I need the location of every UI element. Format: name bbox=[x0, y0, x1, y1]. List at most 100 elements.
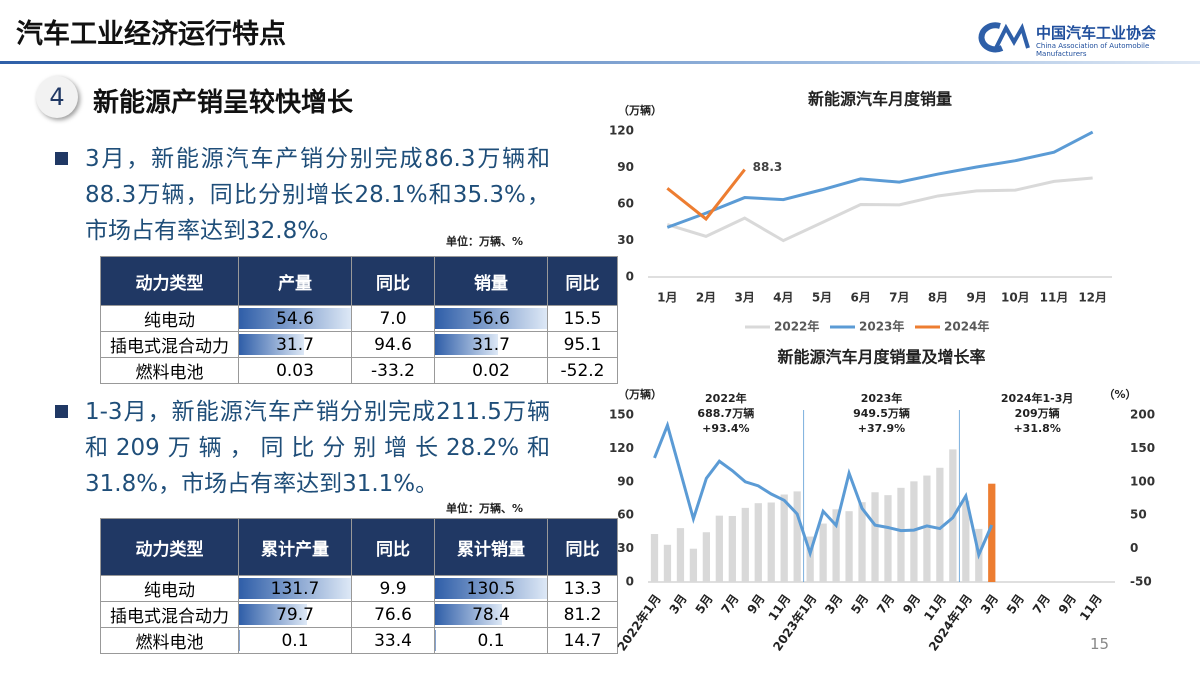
y2-axis-label: （%） bbox=[1103, 388, 1136, 401]
x-tick-label: 7月 bbox=[889, 291, 909, 305]
x-tick-label: 2022年1月 bbox=[614, 591, 664, 653]
cell-text: 76.6 bbox=[374, 604, 412, 625]
x-tick-label: 5月 bbox=[693, 592, 716, 617]
x-tick-label: 7月 bbox=[874, 592, 897, 617]
x-tick-label: 8月 bbox=[928, 291, 948, 305]
annotation: 2022年 bbox=[705, 391, 747, 405]
chart-title: 新能源汽车月度销量 bbox=[808, 90, 952, 109]
cell-text: 56.6 bbox=[472, 308, 510, 329]
table-cell: 燃料电池 bbox=[100, 627, 239, 654]
y-tick-label: 0 bbox=[626, 575, 634, 589]
x-tick-label: 9月 bbox=[966, 291, 986, 305]
cell-text: 13.3 bbox=[563, 578, 602, 599]
table-cell: 14.7 bbox=[547, 627, 618, 654]
bar bbox=[845, 511, 853, 582]
bar bbox=[819, 523, 827, 582]
x-tick-label: 1月 bbox=[657, 291, 677, 305]
x-tick-label: 3月 bbox=[822, 592, 845, 617]
annotation: 688.7万辆 bbox=[697, 406, 754, 420]
cell-text: 燃料电池 bbox=[135, 633, 204, 653]
header-title: 汽车工业经济运行特点 bbox=[16, 19, 286, 50]
legend-label: 2023年 bbox=[859, 319, 904, 334]
table-cell: 31.7 bbox=[238, 331, 352, 358]
legend-label: 2022年 bbox=[774, 319, 819, 334]
bar bbox=[715, 515, 723, 582]
y2-tick-label: 50 bbox=[1130, 508, 1147, 522]
annotation: +31.8% bbox=[1013, 422, 1060, 435]
table-cell: 76.6 bbox=[351, 601, 435, 628]
section-number: 4 bbox=[36, 76, 78, 118]
cell-text: 燃料电池 bbox=[135, 363, 204, 383]
table-row: 纯电动 54.6 7.0 56.6 15.5 bbox=[100, 305, 618, 332]
table-cell: 插电式混合动力 bbox=[100, 601, 239, 628]
table-cell: 13.3 bbox=[547, 575, 618, 602]
cell-text: 78.4 bbox=[472, 604, 510, 625]
x-tick-label: 12月 bbox=[1078, 291, 1107, 305]
bar bbox=[858, 502, 866, 582]
x-tick-label: 3月 bbox=[978, 592, 1001, 617]
cell-text: 纯电动 bbox=[144, 311, 195, 331]
bullet-marker bbox=[55, 152, 68, 165]
x-tick-label: 9月 bbox=[744, 592, 767, 617]
y-tick-label: 30 bbox=[617, 541, 634, 555]
line bbox=[653, 420, 994, 560]
y-axis-label: （万辆） bbox=[618, 387, 662, 401]
y2-tick-label: 100 bbox=[1130, 474, 1155, 488]
cell-text: 14.7 bbox=[563, 630, 602, 651]
data-bar bbox=[239, 604, 307, 625]
x-tick-label: 7月 bbox=[718, 592, 741, 617]
data-bar bbox=[435, 308, 547, 329]
data-label: 88.3 bbox=[753, 160, 783, 174]
table-cell: 33.4 bbox=[351, 627, 435, 654]
y-tick-label: 60 bbox=[617, 508, 634, 522]
line bbox=[666, 168, 746, 222]
x-tick-label: 9月 bbox=[1056, 592, 1079, 617]
table-cell: 31.7 bbox=[434, 331, 548, 358]
header-cell: 产量 bbox=[238, 256, 352, 306]
table-cell: 94.6 bbox=[351, 331, 435, 358]
bar bbox=[702, 532, 711, 582]
cell-text: 0.1 bbox=[281, 630, 309, 651]
cell-text: 0.03 bbox=[276, 360, 314, 381]
cell-text: 54.6 bbox=[276, 308, 314, 329]
annotation: 949.5万辆 bbox=[853, 406, 910, 420]
header-rule bbox=[0, 61, 1200, 64]
bullet-marker bbox=[55, 405, 68, 418]
y-tick-label: 120 bbox=[609, 124, 634, 138]
annotation: +37.9% bbox=[858, 422, 905, 435]
header-cell: 同比 bbox=[547, 256, 618, 306]
section-title: 新能源产销呈较快增长 bbox=[93, 88, 354, 118]
x-tick-label: 6月 bbox=[850, 291, 870, 305]
y-tick-label: 120 bbox=[609, 441, 634, 455]
x-tick-label: 4月 bbox=[773, 291, 793, 305]
table: 动力类型 累计产量 同比 累计销量 同比 纯电动 131.7 9.9 130.5 13.3 插电式混… bbox=[100, 518, 618, 654]
bar bbox=[897, 487, 905, 582]
unit-note: 单位：万辆、% bbox=[446, 502, 524, 515]
table-cell: 纯电动 bbox=[100, 305, 239, 332]
y2-tick-label: -50 bbox=[1130, 575, 1152, 589]
logo-mark bbox=[978, 22, 1030, 53]
header-cell: 销量 bbox=[434, 256, 548, 306]
annotation: 209万辆 bbox=[1015, 406, 1060, 420]
legend-label: 2024年 bbox=[944, 319, 989, 334]
bar bbox=[936, 467, 944, 582]
bar bbox=[988, 483, 996, 582]
cell-text: 81.2 bbox=[563, 604, 602, 625]
unit-note: 单位：万辆、% bbox=[446, 235, 524, 248]
table-cell: 0.1 bbox=[238, 627, 352, 654]
y-tick-label: 30 bbox=[617, 233, 634, 247]
data-bar bbox=[435, 578, 547, 599]
cell-text: -33.2 bbox=[371, 360, 415, 381]
cell-text: 31.7 bbox=[472, 334, 510, 355]
x-tick-label: 3月 bbox=[734, 291, 754, 305]
x-tick-label: 11月 bbox=[1040, 291, 1069, 305]
bar bbox=[806, 536, 814, 582]
cell-text: 7.0 bbox=[379, 308, 407, 329]
header-cell: 动力类型 bbox=[100, 256, 239, 306]
x-tick-label: 2月 bbox=[696, 291, 716, 305]
y-tick-label: 90 bbox=[617, 474, 634, 488]
data-bar bbox=[435, 604, 503, 625]
cell-text: 0.02 bbox=[472, 360, 510, 381]
table-row: 插电式混合动力 79.7 76.6 78.4 81.2 bbox=[100, 601, 618, 628]
